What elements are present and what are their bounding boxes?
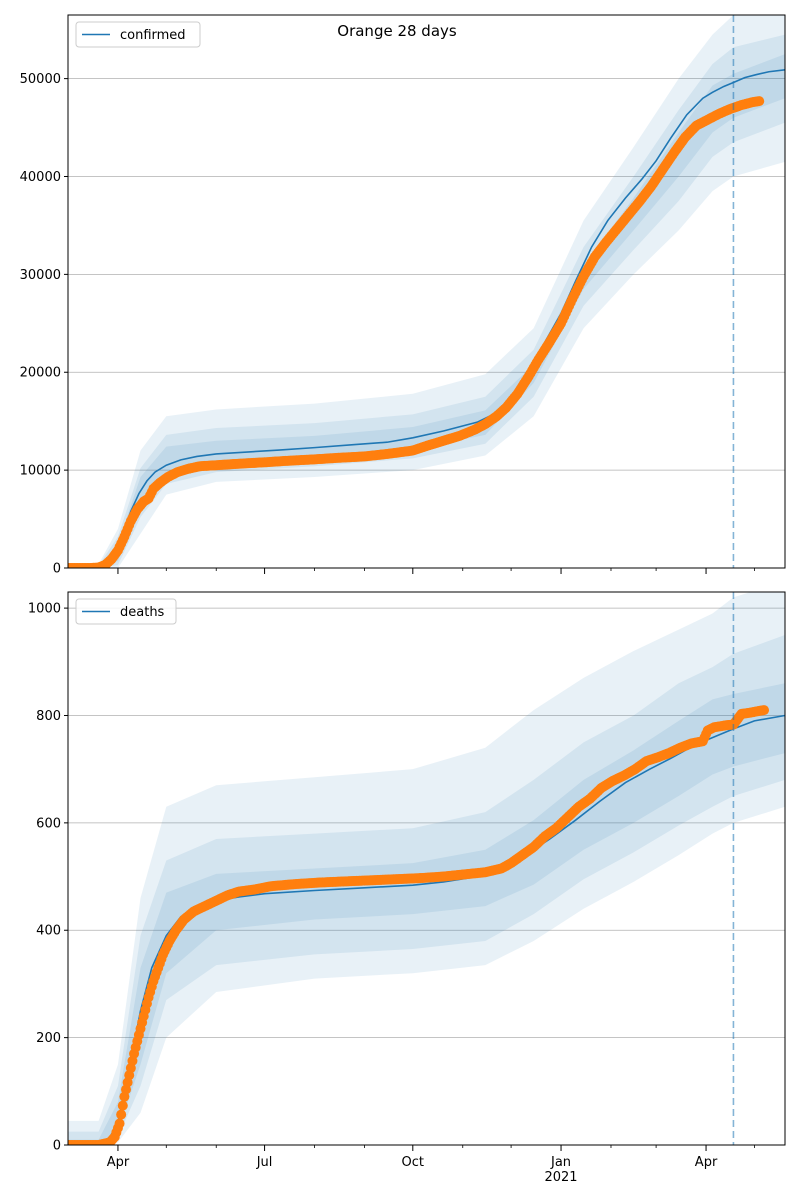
uncertainty-band-3 xyxy=(68,683,785,1145)
observed-point xyxy=(117,1100,128,1111)
observed-points xyxy=(68,705,770,1145)
legend-label-confirmed: confirmed xyxy=(120,28,186,43)
y-tick-label-30000: 30000 xyxy=(20,268,61,283)
plot-area xyxy=(68,592,785,1145)
y-tick-label-200: 200 xyxy=(36,1031,61,1046)
uncertainty-band-2 xyxy=(68,634,785,1145)
uncertainty-band-2 xyxy=(68,34,785,568)
uncertainty-band-1 xyxy=(68,592,785,1145)
y-tick-label-0: 0 xyxy=(53,1139,61,1154)
x-tick-label-2021-01-01-year: 2021 xyxy=(544,1170,577,1185)
legend-box xyxy=(75,21,201,48)
observed-point xyxy=(754,96,765,107)
chart-confirmed: 0 10000 20000 30000 40000 50000 confirmed xyxy=(20,14,786,577)
series-line-deaths xyxy=(68,714,785,1145)
figure-title: Orange 28 days xyxy=(337,22,457,40)
y-tick-label-40000: 40000 xyxy=(20,170,61,185)
x-tick-label-2021-01-01: Jan xyxy=(550,1155,571,1170)
plot-area xyxy=(68,15,785,568)
y-tick-label-400: 400 xyxy=(36,924,61,939)
x-tick-label-2021-04-01: Apr xyxy=(695,1155,718,1170)
observed-points xyxy=(68,96,765,568)
observed-point xyxy=(759,705,770,716)
uncertainty-band-3 xyxy=(68,54,785,568)
legend-box xyxy=(75,598,177,625)
legend: deaths xyxy=(75,598,177,625)
y-tick-label-0: 0 xyxy=(53,562,61,577)
axes-frame xyxy=(67,14,786,569)
observed-point xyxy=(114,1118,125,1129)
uncertainty-band-1 xyxy=(68,15,785,568)
y-tick-label-800: 800 xyxy=(36,709,61,724)
x-tick-label-2020-10-01: Oct xyxy=(402,1155,424,1170)
legend-label-deaths: deaths xyxy=(120,605,165,620)
observed-point xyxy=(116,1109,127,1120)
legend: confirmed xyxy=(75,21,201,48)
y-tick-label-20000: 20000 xyxy=(20,366,61,381)
y-tick-label-600: 600 xyxy=(36,816,61,831)
x-tick-label-2020-07-01: Jul xyxy=(256,1155,273,1170)
y-tick-label-10000: 10000 xyxy=(20,464,61,479)
y-tick-label-50000: 50000 xyxy=(20,72,61,87)
axes-frame xyxy=(67,591,786,1146)
y-tick-label-1000: 1000 xyxy=(28,602,61,617)
x-tick-label-2020-04-01: Apr xyxy=(107,1155,130,1170)
